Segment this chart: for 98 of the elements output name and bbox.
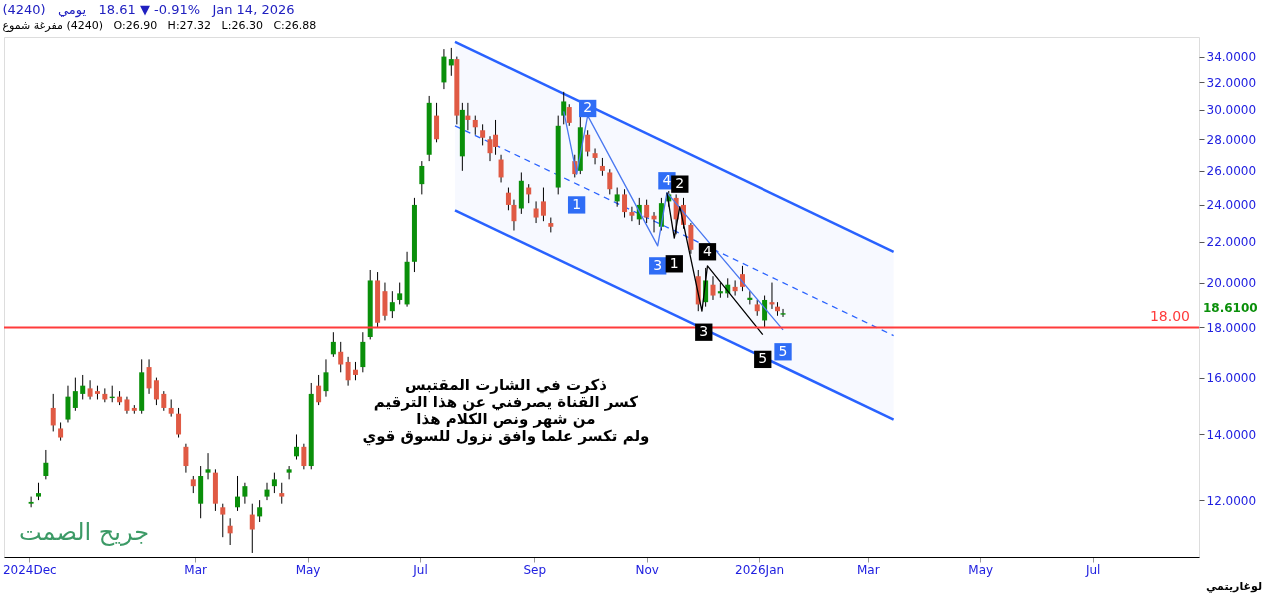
candlestick — [533, 200, 539, 224]
annotation: 1 — [669, 254, 679, 271]
candlestick — [540, 187, 546, 222]
annotation: 3 — [699, 323, 709, 340]
chart-subtitle: شموع مفرغة (4240) O:26.90 H:27.32 L:26.30 C:26.88 — [2, 19, 317, 32]
y-tick-label: 28.0000 — [1206, 132, 1257, 147]
candlestick — [50, 393, 56, 432]
candlestick — [294, 433, 299, 461]
text: 18.6100 — [1203, 301, 1258, 316]
candlestick — [622, 188, 628, 219]
candlestick — [710, 275, 716, 301]
candlestick — [227, 517, 233, 546]
candlestick — [472, 115, 478, 136]
x-tick-label: Jul — [1084, 562, 1101, 577]
x-tick-label: Mar — [184, 562, 208, 577]
x-tick-label: Nov — [635, 562, 659, 577]
candlestick — [279, 482, 285, 505]
candlestick — [465, 102, 471, 131]
y-tick-label: 26.0000 — [1206, 164, 1257, 179]
y-tick-label: 30.0000 — [1206, 103, 1257, 118]
candlestick — [747, 290, 753, 305]
candlestick — [480, 123, 486, 146]
annotation: ذكرت في الشارت المقتبس كسر القناة يصرفني عن هذا الترقيم من شهر ونص الكلام هذا ولم تكسر علما وافق نزول للسوق قوي — [362, 375, 650, 446]
candlestick — [87, 379, 93, 400]
y-tick-label: 34.0000 — [1206, 50, 1257, 65]
y-tick-label: 16.0000 — [1206, 371, 1257, 386]
candlestick — [235, 475, 241, 512]
candlestick — [352, 361, 358, 381]
candlestick — [419, 160, 425, 195]
candlestick — [345, 356, 351, 387]
x-tick-label: May — [968, 562, 994, 577]
annotation: جريح الصمت — [18, 518, 150, 546]
x-tick-label: 2024Dec — [2, 562, 57, 577]
candlestick — [629, 206, 635, 222]
annotation: 3 — [653, 256, 663, 273]
candlestick — [448, 47, 454, 77]
candlestick — [65, 385, 71, 423]
candlestick — [498, 154, 504, 183]
candlestick — [780, 308, 786, 318]
annotation: 5 — [758, 350, 768, 367]
candlestick — [58, 421, 64, 442]
candlestick — [338, 341, 344, 373]
candlestick — [511, 199, 517, 232]
annotation: 2 — [675, 175, 685, 192]
chart-title: (4240) يومي 18.61 ▼ -0.91% Jan 14, 2026 — [2, 2, 295, 18]
y-tick-label: 22.0000 — [1206, 235, 1257, 250]
candlestick — [257, 499, 263, 523]
candlestick — [389, 290, 395, 319]
candlestick — [585, 129, 591, 157]
candlestick — [28, 496, 34, 508]
annotation: 4 — [662, 171, 672, 188]
candlestick — [153, 377, 159, 406]
annotation: 2 — [583, 99, 593, 116]
candlestick — [316, 374, 322, 406]
annotation: 5 — [778, 342, 788, 359]
x-tick-label: May — [295, 562, 321, 577]
y-tick-label: 20.0000 — [1206, 276, 1257, 291]
text: لوغاريتمي — [1205, 580, 1263, 593]
candlestick — [323, 358, 329, 398]
candlestick — [176, 407, 182, 439]
candlestick — [561, 91, 567, 125]
x-tick-label: Mar — [856, 562, 880, 577]
y-tick-label: 24.0000 — [1206, 198, 1257, 213]
y-tick-label: 32.0000 — [1206, 75, 1257, 90]
candlestick — [242, 482, 248, 505]
candlestick — [301, 443, 307, 470]
candlestick — [72, 377, 78, 412]
candlestick — [330, 331, 336, 358]
candlestick — [271, 472, 277, 494]
candlestick — [769, 282, 775, 310]
y-tick-label: 18.0000 — [1206, 320, 1257, 335]
candlestick — [732, 279, 738, 297]
candlestick — [249, 503, 255, 554]
candlestick — [220, 503, 226, 538]
annotation: 1 — [572, 195, 582, 212]
candlestick — [146, 358, 152, 395]
y-tick-label: 12.0000 — [1206, 493, 1257, 508]
candlestick — [205, 452, 211, 480]
y-tick-label: 14.0000 — [1206, 427, 1257, 442]
candlestick — [434, 102, 440, 143]
candlestick — [614, 187, 620, 208]
candlestick — [566, 103, 572, 127]
candlestick — [607, 168, 613, 195]
candlestick — [286, 465, 292, 480]
candlestick — [183, 443, 189, 474]
ref-line-label: 18.00 — [1149, 308, 1190, 325]
candlestick — [161, 390, 167, 412]
candlestick — [505, 187, 511, 211]
annotation: 4 — [703, 242, 713, 259]
candlestick — [397, 282, 403, 305]
candlestick — [80, 374, 86, 400]
x-tick-label: Sep — [523, 562, 547, 577]
x-tick-label: Jul — [412, 562, 428, 577]
candlestick — [43, 449, 49, 480]
candlestick — [264, 482, 270, 501]
x-tick-label: 2026Jan — [735, 562, 785, 577]
candlestick — [644, 199, 650, 224]
candlestick — [592, 148, 598, 165]
